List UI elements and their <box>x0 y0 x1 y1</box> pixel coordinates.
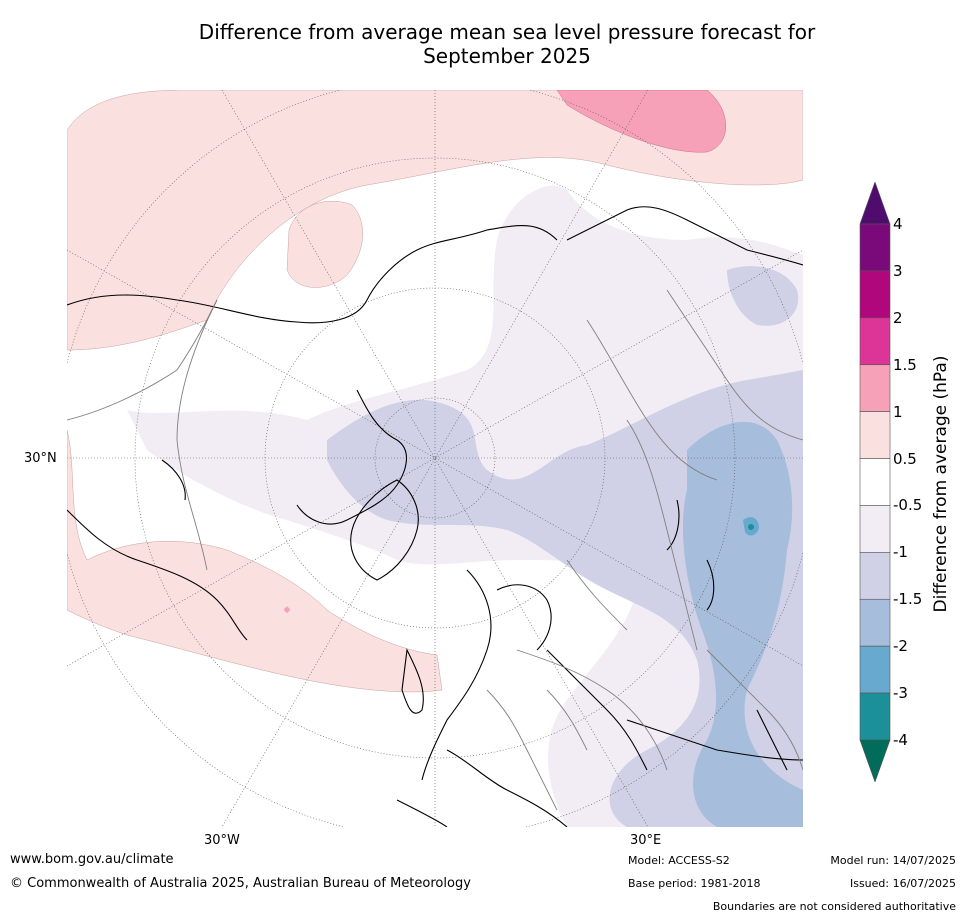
colorbar-bin <box>859 505 891 553</box>
colorbar-title: Difference from average (hPa) <box>931 355 951 613</box>
colorbar-tick-label: 2 <box>893 308 903 327</box>
colorbar-bin <box>859 458 891 506</box>
anomaly-pos-north-pacific <box>67 90 803 351</box>
anomaly-neg-core-dot <box>748 524 754 530</box>
footer-model: Model: ACCESS-S2 <box>628 854 730 867</box>
colorbar-tick-label: -3 <box>893 684 908 703</box>
coastlines <box>67 206 803 827</box>
colorbar-tick-label: 3 <box>893 261 903 280</box>
colorbar-tick-label: -2 <box>893 637 908 656</box>
lon-label-30e: 30°E <box>630 833 662 848</box>
anomaly-pos-atlantic-spot <box>283 606 291 614</box>
anomaly-neg-strong <box>682 421 803 827</box>
colorbar-bin <box>859 645 891 694</box>
anomaly-pos-alaska-blob <box>286 201 363 288</box>
anomaly-pos-north-pacific-inner <box>556 90 726 153</box>
colorbar-bin <box>859 692 891 741</box>
colorbar-bin <box>859 317 891 366</box>
colorbar-tick-label: 1.5 <box>893 355 917 374</box>
lon-label-30w: 30°W <box>204 833 240 848</box>
map-title: Difference from average mean sea level p… <box>0 20 965 68</box>
colorbar-over-arrow <box>859 182 891 225</box>
lat-label-30n: 30°N <box>24 451 57 466</box>
colorbar-bin <box>859 598 891 647</box>
map-panel[interactable] <box>67 90 803 827</box>
colorbar-tick-label: -0.5 <box>893 496 923 515</box>
colorbar-tick-label: -1 <box>893 543 908 562</box>
colorbar-bin <box>859 552 891 600</box>
anomaly-neg-mid <box>327 370 803 827</box>
title-line-2: September 2025 <box>423 44 591 68</box>
colorbar-bin <box>859 411 891 459</box>
map-svg <box>67 90 803 827</box>
anomaly-neg-strong-east <box>727 266 799 326</box>
footer-issued: Issued: 16/07/2025 <box>849 877 956 890</box>
colorbar-tick-label: 0.5 <box>893 449 917 468</box>
footer-copyright: © Commonwealth of Australia 2025, Austra… <box>10 876 471 891</box>
footer-disclaimer: Boundaries are not considered authoritat… <box>712 900 956 913</box>
colorbar-tick-label: 4 <box>893 215 903 233</box>
colorbar-tick-label: -4 <box>893 731 908 749</box>
colorbar <box>859 182 891 782</box>
anomaly-pos-atlantic <box>67 429 443 693</box>
colorbar-bin <box>859 270 891 319</box>
colorbar-tick-label: 1 <box>893 402 903 421</box>
colorbar-bin <box>859 364 891 412</box>
footer-website[interactable]: www.bom.gov.au/climate <box>10 852 174 867</box>
footer-model-run: Model run: 14/07/2025 <box>830 854 956 867</box>
title-line-1: Difference from average mean sea level p… <box>198 20 816 44</box>
colorbar-under-arrow <box>859 739 891 782</box>
footer-base-period: Base period: 1981-2018 <box>628 877 761 890</box>
graticule <box>67 90 803 827</box>
colorbar-bin <box>859 223 891 272</box>
colorbar-tick-label: -1.5 <box>893 590 923 609</box>
political-borders <box>67 289 803 811</box>
